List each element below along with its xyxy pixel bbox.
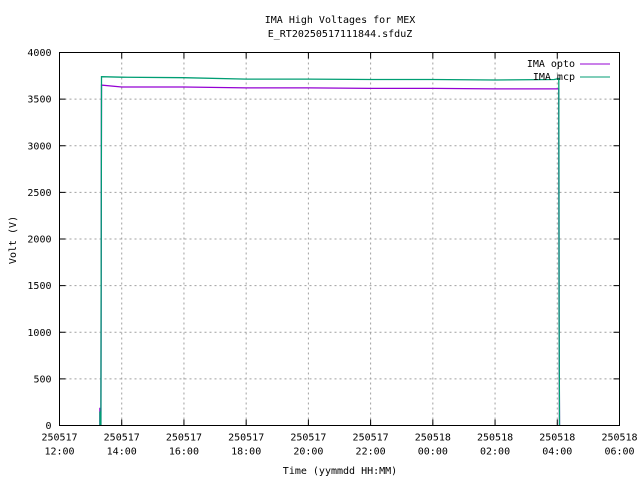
- x-tick-label-time: 00:00: [418, 447, 448, 458]
- y-tick-label: 1500: [27, 281, 51, 292]
- x-tick-label-date: 250517: [290, 433, 326, 444]
- y-tick-label: 2500: [27, 188, 51, 199]
- x-tick-label-date: 250518: [415, 433, 451, 444]
- x-tick-label-time: 04:00: [542, 447, 572, 458]
- x-tick-label-time: 16:00: [169, 447, 199, 458]
- y-tick-label: 3000: [27, 141, 51, 152]
- x-axis-title: Time (yymmdd HH:MM): [283, 466, 397, 477]
- grid-layer: [59, 52, 620, 426]
- x-tick-label-time: 12:00: [44, 447, 74, 458]
- x-tick-label-date: 250518: [601, 433, 637, 444]
- x-tick-label-time: 14:00: [107, 447, 137, 458]
- x-tick-label-date: 250517: [228, 433, 264, 444]
- y-tick-label: 2000: [27, 235, 51, 246]
- x-tick-label-date: 250517: [104, 433, 140, 444]
- legend: IMA opto IMA mcp: [527, 59, 610, 83]
- legend-label-mcp: IMA mcp: [533, 72, 575, 83]
- x-tick-label-date: 250518: [477, 433, 513, 444]
- y-axis-title: Volt (V): [8, 216, 19, 264]
- series-layer: [99, 76, 561, 426]
- y-tick-label: 1000: [27, 328, 51, 339]
- axis-labels: 0 500 1000 1500 2000 2500 3000 3500 4000 250517 12…: [27, 48, 637, 458]
- y-tick-label: 0: [45, 421, 51, 432]
- x-tick-label-time: 18:00: [231, 447, 261, 458]
- y-tick-label: 3500: [27, 95, 51, 106]
- x-tick-label-time: 06:00: [604, 447, 634, 458]
- series-line-opto: [99, 84, 561, 426]
- x-tick-label-time: 02:00: [480, 447, 510, 458]
- x-tick-label-date: 250517: [353, 433, 389, 444]
- chart-subtitle: E_RT20250517111844.sfduZ: [268, 29, 413, 40]
- series-line-mcp: [99, 76, 561, 426]
- x-tick-label-time: 20:00: [293, 447, 323, 458]
- legend-label-opto: IMA opto: [527, 59, 575, 70]
- tick-layer: [59, 52, 620, 426]
- y-tick-label: 4000: [27, 48, 51, 59]
- x-tick-label-date: 250517: [166, 433, 202, 444]
- chart-title: IMA High Voltages for MEX: [265, 15, 416, 26]
- y-tick-label: 500: [33, 374, 51, 385]
- x-tick-label-date: 250518: [539, 433, 575, 444]
- x-tick-label-time: 22:00: [356, 447, 386, 458]
- x-tick-label-date: 250517: [41, 433, 77, 444]
